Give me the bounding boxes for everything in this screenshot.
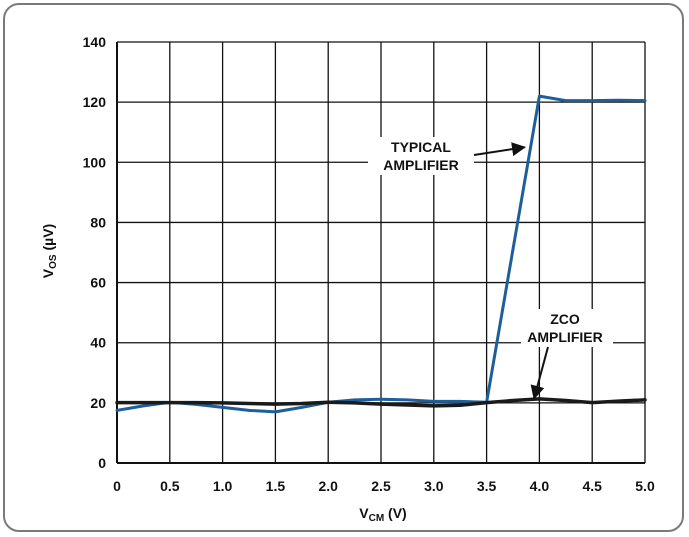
y-tick-label: 60 [90, 275, 106, 291]
chart-frame [3, 3, 684, 532]
x-tick-label: 1.5 [266, 478, 286, 494]
annotation-label: ZCO [550, 311, 580, 327]
annotation-arrow [473, 142, 526, 157]
series-line-zco-amplifier [115, 397, 647, 408]
series-line-typical-amplifier [115, 94, 647, 414]
x-tick-label: 2.0 [318, 478, 338, 494]
x-tick-label: 2.5 [371, 478, 391, 494]
y-tick-label: 80 [90, 214, 106, 230]
y-tick-label: 40 [90, 335, 106, 351]
x-axis-label: VCM (V) [359, 505, 406, 524]
y-tick-label: 140 [83, 34, 107, 50]
annotation-label: TYPICAL [391, 139, 451, 155]
series-group [115, 94, 647, 414]
y-axis-label: VOS (µV) [40, 224, 59, 278]
tick-labels: 0 0.5 1.0 1.5 2.0 2.5 3.0 3.5 4.0 4.5 5.0 0 20 40 60 80… [83, 34, 655, 494]
x-tick-label: 3.0 [424, 478, 444, 494]
x-tick-label: 3.5 [477, 478, 497, 494]
y-tick-label: 100 [83, 154, 107, 170]
annotations: TYPICAL AMPLIFIER ZCO AMPLIFIER [368, 137, 613, 400]
annotation-arrow [530, 346, 549, 400]
annotation-backdrop [368, 137, 474, 175]
annotation-label: AMPLIFIER [527, 329, 602, 345]
y-tick-label: 20 [90, 395, 106, 411]
y-tick-label: 120 [83, 94, 107, 110]
x-tick-label: 0.5 [160, 478, 180, 494]
annotation-label: AMPLIFIER [383, 157, 458, 173]
x-tick-label: 4.5 [582, 478, 602, 494]
annotation-backdrop [521, 309, 613, 347]
x-tick-label: 1.0 [213, 478, 233, 494]
x-tick-label: 4.0 [530, 478, 550, 494]
x-tick-label: 5.0 [635, 478, 655, 494]
y-tick-label: 0 [98, 455, 106, 471]
x-tick-label: 0 [113, 478, 121, 494]
